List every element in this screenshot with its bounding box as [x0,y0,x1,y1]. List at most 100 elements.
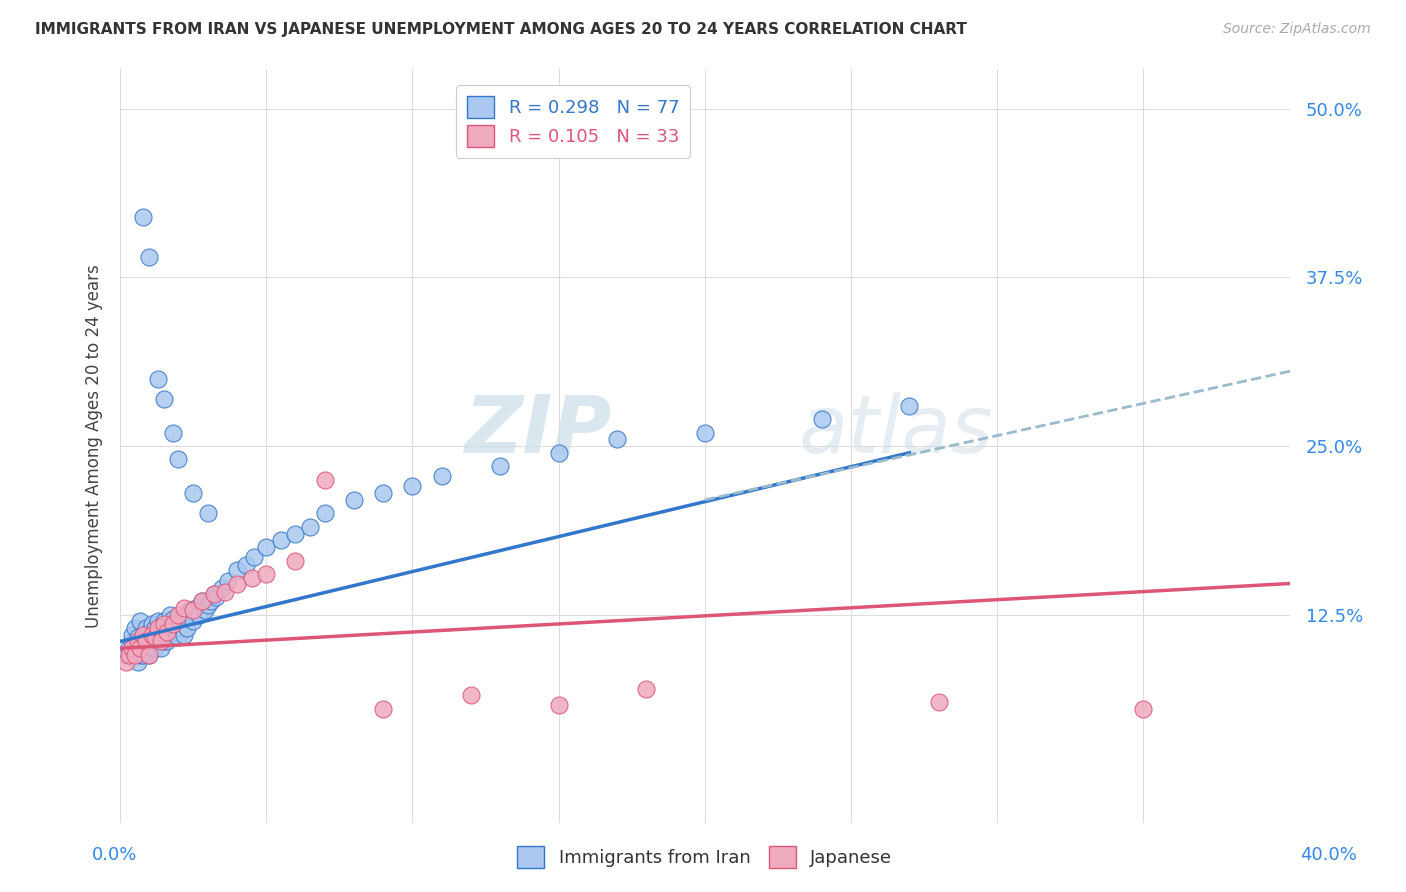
Point [184,600,207,615]
Point [121,634,143,648]
Point [124,648,146,662]
Point [270,533,292,548]
Point [162,631,184,645]
Point [898,399,921,413]
Point [314,473,336,487]
Point [132,210,155,224]
Point [162,617,184,632]
Point [138,250,160,264]
Text: IMMIGRANTS FROM IRAN VS JAPANESE UNEMPLOYMENT AMONG AGES 20 TO 24 YEARS CORRELAT: IMMIGRANTS FROM IRAN VS JAPANESE UNEMPLO… [35,22,967,37]
Point [135,634,157,648]
Point [132,648,155,662]
Point [124,621,146,635]
Point [129,614,152,628]
Point [143,641,166,656]
Point [162,425,184,440]
Point [159,607,181,622]
Point [153,392,176,406]
Point [146,634,169,648]
Point [129,648,152,662]
Point [606,432,628,446]
Point [146,371,169,385]
Point [547,446,569,460]
Point [127,631,149,645]
Point [143,631,166,645]
Point [138,625,160,640]
Point [314,507,336,521]
Point [191,594,214,608]
Point [162,611,184,625]
Point [401,479,423,493]
Point [146,614,169,628]
Point [129,641,152,656]
Point [187,607,209,622]
Point [243,549,266,564]
Point [153,617,176,632]
Point [489,459,512,474]
Point [636,681,658,696]
Text: Source: ZipAtlas.com: Source: ZipAtlas.com [1223,22,1371,37]
Point [176,621,198,635]
Point [181,603,204,617]
Point [810,412,832,426]
Point [214,584,236,599]
Point [254,540,277,554]
Point [200,594,222,608]
Point [240,571,263,585]
Point [197,507,219,521]
Legend: Immigrants from Iran, Japanese: Immigrants from Iran, Japanese [510,838,900,875]
Point [167,631,190,645]
Point [298,520,321,534]
Point [167,607,190,622]
Point [167,452,190,467]
Point [146,621,169,635]
Point [173,607,195,622]
Point [430,468,453,483]
Point [173,600,195,615]
Point [371,486,394,500]
Point [202,587,225,601]
Text: atlas: atlas [799,392,993,470]
Point [343,492,366,507]
Point [547,698,569,712]
Point [197,598,219,612]
Point [156,617,179,632]
Point [191,594,214,608]
Point [135,621,157,635]
Point [202,587,225,601]
Point [235,558,257,572]
Point [149,641,172,656]
Point [138,648,160,662]
Point [194,603,217,617]
Point [138,648,160,662]
Point [460,689,482,703]
Point [141,628,163,642]
Point [141,641,163,656]
Text: 40.0%: 40.0% [1301,846,1357,863]
Point [284,526,307,541]
Point [226,576,249,591]
Point [132,628,155,642]
Point [124,641,146,656]
Point [159,628,181,642]
Point [693,425,716,440]
Point [135,634,157,648]
Point [118,648,141,662]
Point [156,625,179,640]
Point [143,621,166,635]
Point [371,702,394,716]
Point [127,634,149,648]
Point [114,655,136,669]
Point [149,621,172,635]
Text: ZIP: ZIP [464,392,612,470]
Point [181,614,204,628]
Point [121,641,143,656]
Point [165,625,187,640]
Text: 0.0%: 0.0% [91,846,136,863]
Point [205,590,228,604]
Point [1132,702,1154,716]
Point [179,603,201,617]
Point [170,621,193,635]
Point [153,614,176,628]
Point [181,486,204,500]
